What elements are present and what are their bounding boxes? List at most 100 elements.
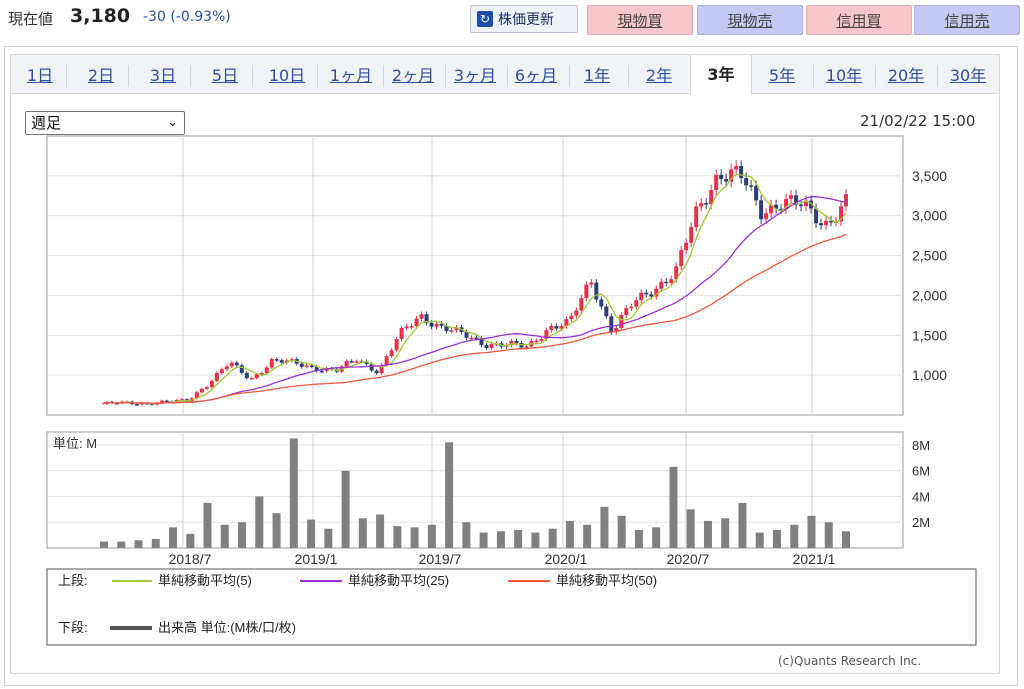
candle-body (589, 282, 594, 285)
legend-ma50-label: 単純移動平均(50) (556, 573, 657, 588)
volume-bar (117, 541, 126, 548)
candle-body (139, 402, 144, 405)
candle-body (729, 169, 734, 182)
timestamp: 21/02/22 15:00 (860, 112, 976, 130)
candle-body (409, 326, 414, 328)
volume-bar (238, 522, 247, 548)
tab-3d[interactable]: 3日 (149, 66, 177, 85)
candle-body (769, 204, 774, 214)
tab-2m[interactable]: 2ヶ月 (391, 66, 435, 85)
candle-body (349, 361, 354, 363)
quote-header: 現在値 3,180 -30 (-0.93%) ↻ 株価更新 現物買 現物売 信用… (0, 0, 1024, 38)
spot-sell-button[interactable]: 現物売 (697, 5, 803, 35)
candle-body (449, 330, 454, 332)
period-tabs: 1日 2日 3日 5日 10日 1ヶ月 2ヶ月 3ヶ月 6ヶ月 1年 2年 3年… (10, 54, 1000, 95)
candle-body (659, 281, 664, 289)
volume-bar (772, 529, 781, 548)
margin-sell-button[interactable]: 信用売 (914, 5, 1020, 35)
volume-bar (151, 538, 160, 548)
candle-body (624, 308, 629, 316)
candle-body (629, 306, 634, 309)
ma50-line (101, 233, 847, 405)
candle-body (819, 223, 824, 226)
candle-body (824, 220, 829, 226)
candle-body (579, 298, 584, 311)
volume-bar (134, 540, 143, 548)
candle-body (274, 359, 279, 361)
margin-buy-button[interactable]: 信用買 (806, 5, 912, 35)
candle-body (249, 378, 254, 380)
volume-bar (807, 515, 816, 548)
refresh-price-button[interactable]: ↻ 株価更新 (470, 5, 578, 33)
tab-separator (383, 65, 384, 87)
tab-separator (317, 65, 318, 87)
legend-ma25-label: 単純移動平均(25) (348, 573, 449, 588)
tab-10y[interactable]: 10年 (825, 66, 863, 85)
volume-tick-label: 4M (912, 489, 930, 504)
candle-body (644, 292, 649, 295)
candle-body (369, 364, 374, 371)
current-price-label: 現在値 (8, 10, 54, 28)
candle-body (204, 387, 209, 389)
volume-bar (307, 519, 316, 548)
candle-body (434, 323, 439, 327)
tab-20y[interactable]: 20年 (887, 66, 925, 85)
candle-body (489, 344, 494, 349)
candle-body (594, 282, 599, 300)
candle-body (799, 204, 804, 207)
volume-bar (548, 528, 557, 548)
spot-buy-button[interactable]: 現物買 (587, 5, 693, 35)
tab-5d[interactable]: 5日 (211, 66, 239, 85)
candle-body (159, 400, 164, 404)
candle-body (244, 372, 249, 379)
tab-2d[interactable]: 2日 (87, 66, 115, 85)
candle-body (674, 266, 679, 280)
candle-body (299, 363, 304, 367)
volume-bar (669, 466, 678, 548)
tab-30y[interactable]: 30年 (949, 66, 987, 85)
chart-panel (10, 94, 1000, 674)
candle-body (484, 345, 489, 349)
volume-bar (514, 529, 523, 548)
tab-3m[interactable]: 3ヶ月 (453, 66, 497, 85)
candle-body (614, 327, 619, 333)
candle-body (574, 310, 579, 316)
tab-3y[interactable]: 3年 (690, 55, 752, 95)
tab-5y[interactable]: 5年 (768, 66, 796, 85)
tab-1y[interactable]: 1年 (583, 66, 611, 85)
candle-body (214, 372, 219, 381)
candle-body (704, 203, 709, 205)
tab-separator (128, 65, 129, 87)
x-tick-label: 2019/1 (295, 551, 338, 567)
interval-select[interactable]: 週足 ⌄ (25, 111, 185, 135)
volume-bar (324, 528, 333, 548)
candle-body (544, 330, 549, 339)
tab-2y[interactable]: 2年 (645, 66, 673, 85)
candle-body (464, 331, 469, 338)
x-tick-label: 2020/7 (667, 551, 710, 567)
tab-separator (507, 65, 508, 87)
candle-body (794, 195, 799, 205)
tab-10d[interactable]: 10日 (268, 66, 306, 85)
candle-body (744, 178, 749, 186)
candle-body (584, 284, 589, 299)
candle-body (844, 194, 848, 207)
tab-1d[interactable]: 1日 (26, 66, 54, 85)
candle-body (304, 365, 309, 367)
volume-bar (203, 502, 212, 548)
candle-body (739, 166, 744, 179)
tab-6m[interactable]: 6ヶ月 (514, 66, 558, 85)
candle-body (524, 346, 529, 348)
candle-body (734, 166, 739, 170)
candle-body (209, 380, 214, 388)
candle-body (789, 195, 794, 199)
candle-body (714, 174, 719, 191)
candle-body (194, 392, 199, 399)
candle-body (694, 206, 699, 228)
refresh-label: 株価更新 (498, 12, 554, 28)
candle-body (469, 337, 474, 340)
tab-1m[interactable]: 1ヶ月 (329, 66, 373, 85)
x-tick-label: 2018/7 (169, 551, 212, 567)
